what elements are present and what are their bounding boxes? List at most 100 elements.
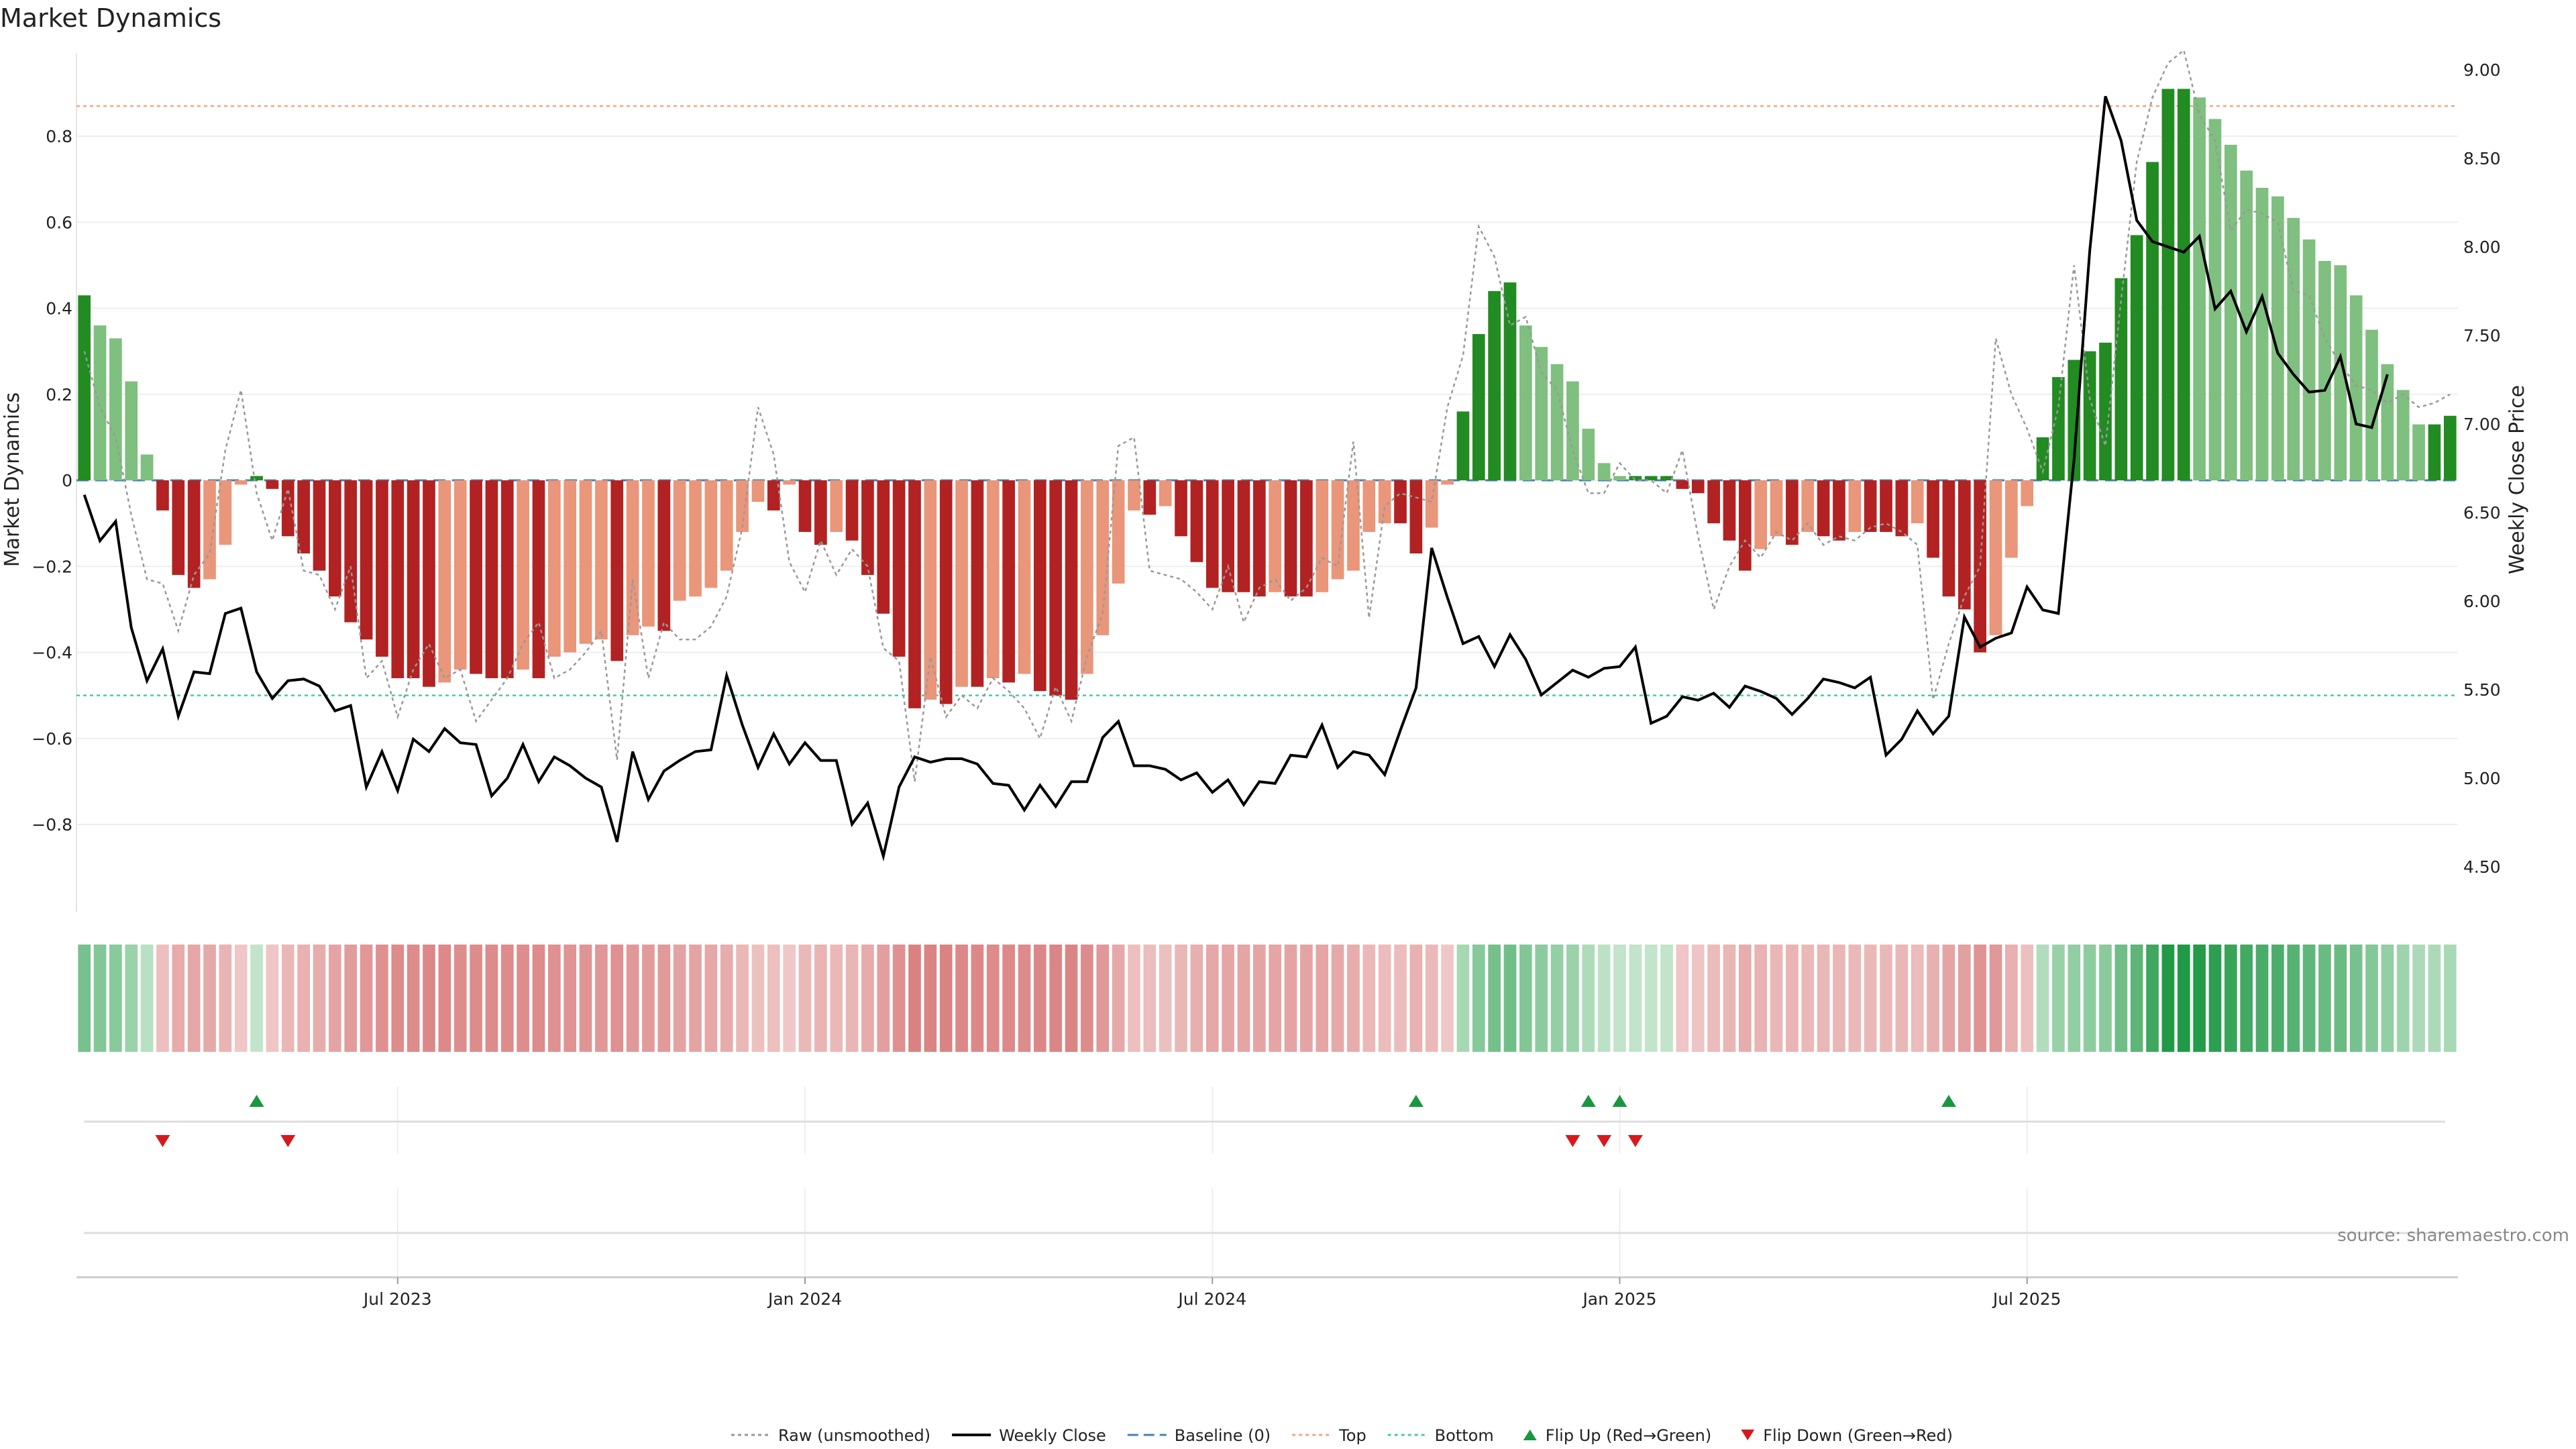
bar — [1081, 480, 1093, 674]
heat-strip — [78, 945, 2457, 1052]
bar — [861, 480, 874, 576]
x-tick-label: Jan 2025 — [1581, 1289, 1656, 1309]
bar — [1347, 480, 1360, 571]
heat-cell — [1269, 945, 1282, 1052]
bar — [2381, 364, 2394, 480]
heat-cell — [2240, 945, 2253, 1052]
heat-cell — [1989, 945, 2002, 1052]
chart-title: Market Dynamics — [0, 3, 221, 33]
bar-series — [78, 89, 2457, 708]
flip-down-marker — [280, 1135, 296, 1147]
bar — [783, 480, 796, 485]
bar — [1660, 476, 1673, 480]
heat-cell — [1252, 945, 1266, 1052]
right-tick-label: 6.00 — [2463, 592, 2501, 611]
heat-cell — [1786, 945, 1799, 1052]
heat-cell — [1331, 945, 1344, 1052]
heat-cell — [250, 945, 263, 1052]
heat-cell — [2146, 945, 2159, 1052]
bar — [1362, 480, 1376, 532]
bar — [1378, 480, 1391, 524]
heat-cell — [1081, 945, 1093, 1052]
heat-cell — [1488, 945, 1501, 1052]
heat-cell — [845, 945, 859, 1052]
heat-cell — [1833, 945, 1845, 1052]
heat-cell — [2318, 945, 2331, 1052]
bar — [219, 480, 232, 545]
heat-cell — [2208, 945, 2222, 1052]
legend-item: Flip Up (Red→Green) — [1523, 1426, 1712, 1445]
bar — [830, 480, 843, 532]
legend-label: Flip Up (Red→Green) — [1546, 1426, 1712, 1445]
bar — [1629, 476, 1642, 480]
bar — [234, 480, 248, 485]
flip-down-marker — [155, 1135, 170, 1147]
bar — [453, 480, 467, 670]
bar — [877, 480, 890, 614]
legend-label: Baseline (0) — [1175, 1426, 1271, 1445]
bar — [360, 480, 373, 640]
heat-cell — [156, 945, 169, 1052]
bar — [1331, 480, 1344, 580]
bar — [2302, 239, 2316, 480]
legend-item: Baseline (0) — [1127, 1426, 1271, 1445]
raw-unsmoothed-line — [83, 48, 2451, 782]
heat-cell — [673, 945, 686, 1052]
x-axis: Jul 2023 Jan 2024 Jul 2024 Jan 2025 Jul 2025 — [76, 1276, 2458, 1309]
x-tick-label: Jul 2024 — [1177, 1289, 1246, 1309]
bar — [1613, 476, 1626, 480]
flip-down-marker — [1627, 1135, 1643, 1147]
heat-cell — [1644, 945, 1658, 1052]
bar — [2396, 390, 2410, 480]
heat-cell — [2177, 945, 2190, 1052]
heat-cell — [1723, 945, 1736, 1052]
heat-cell — [2271, 945, 2284, 1052]
heat-cell — [547, 945, 561, 1052]
left-axis-label: Market Dynamics — [1, 392, 24, 568]
left-tick-label: 0.4 — [46, 299, 72, 319]
bar — [2412, 424, 2425, 480]
bar — [1738, 480, 1752, 571]
right-tick-label: 8.50 — [2463, 149, 2501, 168]
left-tick-label: −0.8 — [32, 815, 72, 835]
heat-cell — [1535, 945, 1548, 1052]
bar — [1644, 476, 1658, 480]
right-axis-label: Weekly Close Price — [2506, 385, 2529, 574]
heat-cell — [1927, 945, 1939, 1052]
bar — [391, 480, 405, 678]
bar — [1175, 480, 1187, 537]
bar — [1222, 480, 1234, 592]
bar — [1503, 282, 1517, 480]
legend-swatch — [1523, 1430, 1537, 1440]
bar — [1425, 480, 1438, 528]
heat-cell — [1629, 945, 1642, 1052]
flip-up-marker — [1612, 1095, 1627, 1107]
heat-cell — [344, 945, 358, 1052]
heat-cell — [861, 945, 874, 1052]
bar — [1205, 480, 1219, 588]
heat-cell — [360, 945, 373, 1052]
legend-label: Flip Down (Green→Red) — [1763, 1426, 1953, 1445]
flip-up-marker — [1580, 1095, 1596, 1107]
heat-cell — [1175, 945, 1187, 1052]
bar — [109, 338, 122, 480]
bar — [2052, 377, 2065, 480]
heat-cell — [2068, 945, 2081, 1052]
bar — [329, 480, 341, 597]
heat-cell — [2224, 945, 2237, 1052]
heat-cell — [1770, 945, 1783, 1052]
heat-cell — [1942, 945, 1955, 1052]
flip-up-marker — [249, 1095, 264, 1107]
bar — [1316, 480, 1329, 592]
heat-cell — [2412, 945, 2425, 1052]
bar — [1159, 480, 1172, 506]
bar — [250, 476, 263, 480]
bar — [2036, 437, 2049, 480]
bar — [2255, 187, 2269, 480]
right-tick-label: 5.00 — [2463, 769, 2501, 788]
heat-cell — [798, 945, 812, 1052]
heat-cell — [1002, 945, 1015, 1052]
bar — [2365, 329, 2378, 480]
heat-cell — [657, 945, 671, 1052]
